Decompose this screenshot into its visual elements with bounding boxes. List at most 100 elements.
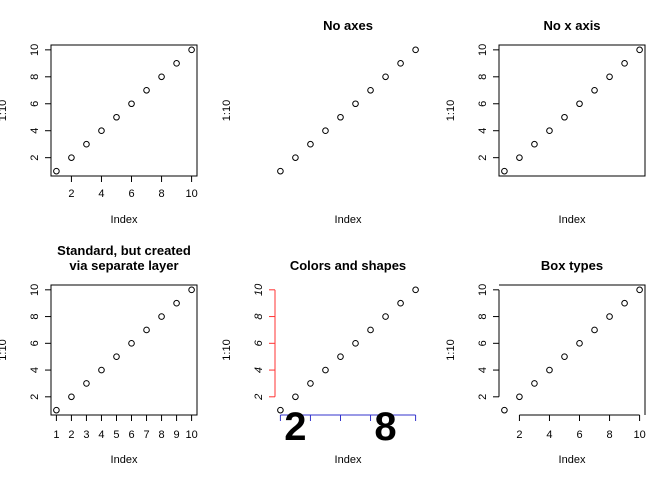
data-point (606, 73, 613, 81)
data-point (397, 60, 404, 67)
data-point (546, 366, 553, 374)
y-tick-label: 4 (29, 128, 41, 134)
y-tick-label: 10 (253, 283, 265, 296)
data-points (501, 286, 643, 414)
y-axis: 2 4 6 8 10 (253, 283, 276, 401)
x-tick-label: 2 (68, 429, 74, 441)
panel-title-line: Box types (541, 258, 603, 273)
data-point (561, 113, 568, 121)
y-tick-label: 8 (477, 74, 489, 80)
data-point (397, 299, 404, 307)
x-axis-label: Index (335, 454, 362, 466)
data-point (292, 393, 299, 401)
data-point (367, 326, 374, 334)
y-tick-label: 6 (29, 101, 41, 107)
data-point (307, 140, 314, 148)
x-axis-label: Index (111, 214, 138, 226)
data-point (68, 393, 75, 401)
y-axis: 2 4 6 8 10 (29, 44, 52, 161)
y-tick-label: 4 (477, 367, 489, 373)
y-tick-label: 2 (29, 394, 41, 400)
panel-title: Box types (541, 258, 603, 273)
data-point (636, 286, 643, 294)
data-point (98, 127, 105, 135)
x-tick-label: 8 (374, 405, 396, 449)
y-tick-label: 2 (29, 155, 41, 161)
x-tick-label: 1 (53, 429, 59, 441)
x-axis: 2 4 6 8 10 (516, 414, 646, 441)
data-point (621, 299, 628, 307)
data-point (128, 340, 135, 347)
y-tick-label: 4 (29, 367, 41, 373)
panel-title: No x axis (543, 18, 600, 33)
y-tick-label: 4 (477, 128, 489, 134)
data-point (516, 393, 523, 401)
panel-title-line: No x axis (543, 18, 600, 33)
y-axis-label: 1:10 (0, 100, 9, 121)
plot-box (50, 44, 198, 177)
panel-title: Colors and shapes (290, 258, 406, 273)
y-tick-label: 6 (29, 340, 41, 346)
x-tick-label: 8 (158, 188, 164, 200)
x-tick-label: 3 (83, 429, 89, 441)
y-tick-label: 8 (29, 314, 41, 320)
data-point (591, 86, 598, 94)
data-point (277, 167, 284, 175)
x-tick-label: 2 (516, 429, 522, 441)
data-point (591, 326, 598, 334)
y-axis-label: 1:10 (0, 339, 9, 360)
panel-title-line: via separate layer (69, 258, 178, 273)
data-point (143, 86, 150, 94)
y-tick-label: 8 (29, 74, 41, 80)
data-point (113, 353, 120, 360)
x-tick-label: 8 (606, 429, 612, 441)
panel-3: No x axis Index 1:10 2 4 6 8 10 (445, 18, 646, 226)
data-point (158, 73, 165, 81)
y-tick-label: 6 (477, 340, 489, 346)
x-tick-label: 6 (576, 429, 582, 441)
data-point (53, 167, 60, 175)
data-point (621, 60, 628, 67)
x-axis-label: Index (559, 214, 586, 226)
x-tick-label: 6 (128, 188, 134, 200)
data-point (173, 60, 180, 67)
y-axis: 2 4 6 8 10 (477, 284, 500, 400)
panel-2: No axes Index 1:10 (221, 18, 419, 226)
data-points (53, 46, 195, 175)
x-tick-label: 9 (174, 429, 180, 441)
y-tick-label: 8 (477, 314, 489, 320)
data-points (277, 46, 419, 175)
data-point (352, 100, 359, 108)
data-point (531, 140, 538, 148)
data-point (188, 286, 195, 294)
x-tick-label: 2 (68, 188, 74, 200)
data-point (367, 86, 374, 94)
data-point (501, 406, 508, 414)
x-tick-label: 6 (128, 429, 134, 441)
data-point (382, 313, 389, 320)
data-point (68, 154, 75, 161)
data-point (158, 313, 165, 320)
panel-title: Standard, but created via separate layer (57, 243, 191, 273)
data-point (412, 46, 419, 54)
y-tick-label: 6 (253, 339, 265, 346)
x-axis: 2 4 6 8 10 (68, 175, 198, 200)
x-axis: 1 2 3 4 5 6 7 8 9 10 (53, 414, 198, 441)
data-points (277, 286, 419, 414)
data-point (352, 340, 359, 347)
y-tick-label: 2 (477, 155, 489, 161)
data-point (322, 366, 329, 374)
data-point (516, 154, 523, 161)
panel-title-line: Colors and shapes (290, 258, 406, 273)
x-tick-label: 10 (185, 429, 197, 441)
data-point (561, 353, 568, 360)
x-axis-label: Index (559, 454, 586, 466)
data-point (546, 127, 553, 135)
y-tick-label: 10 (477, 284, 489, 296)
panel-6: Box types Index 1:10 2 4 6 8 10 2 4 6 8 10 (445, 258, 646, 466)
x-tick-label: 8 (158, 429, 164, 441)
data-point (576, 100, 583, 108)
x-tick-label: 4 (98, 188, 104, 200)
